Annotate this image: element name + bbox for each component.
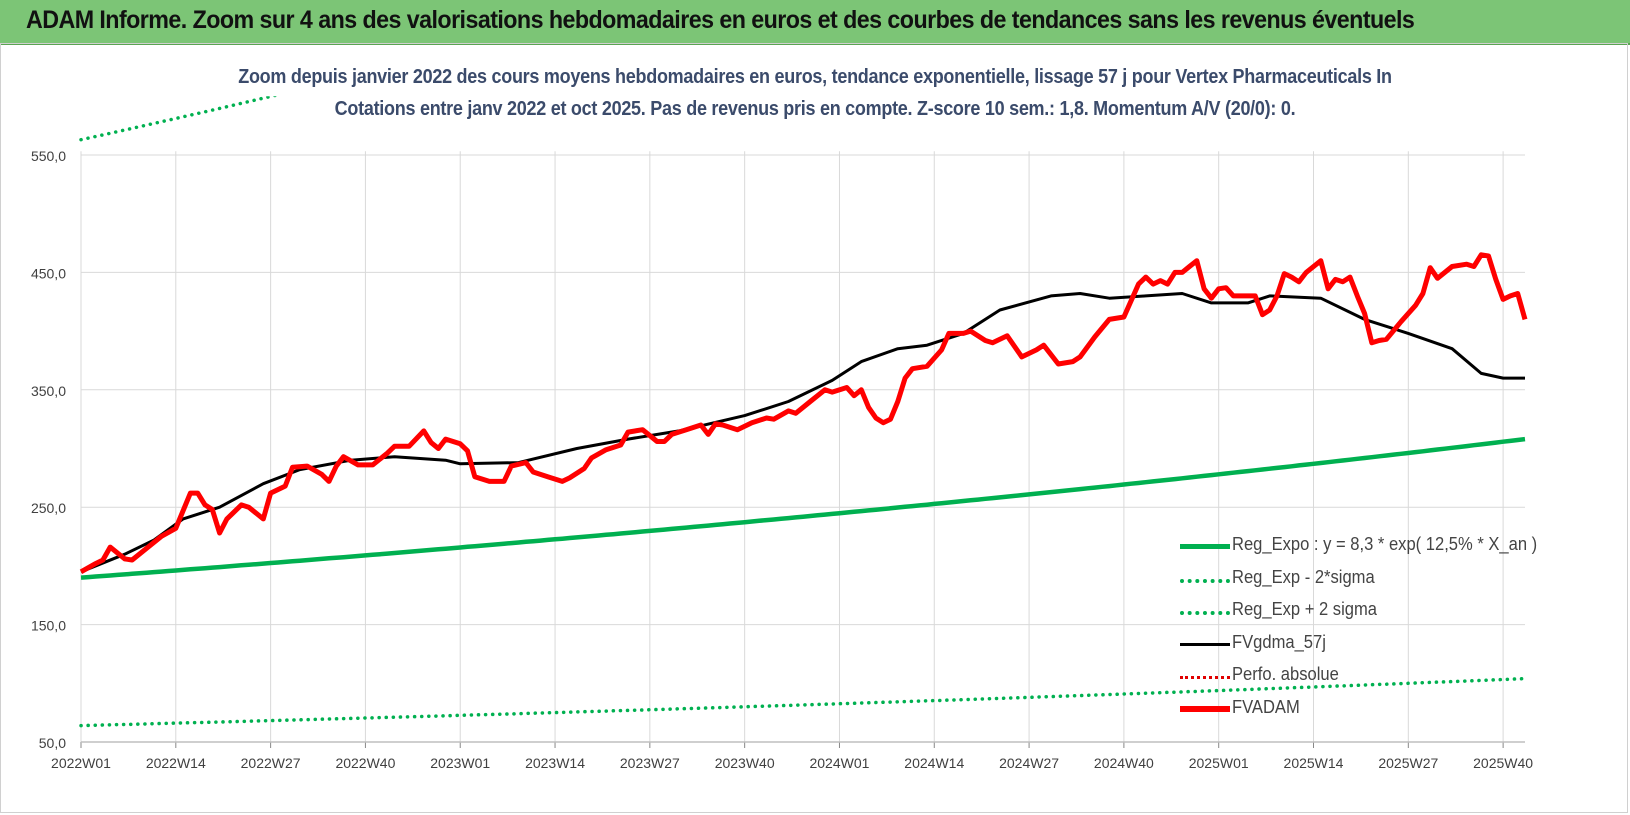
- x-tick-label: 2025W27: [1378, 755, 1438, 771]
- legend-item-reg-exp-minus: Reg_Exp - 2*sigma: [1180, 566, 1560, 599]
- x-tick-label: 2025W14: [1284, 755, 1344, 771]
- legend-item-fvgdma: FVgdma_57j: [1180, 631, 1560, 664]
- legend-label-reg-expo: Reg_Expo : y = 8,3 * exp( 12,5% * X_an ): [1232, 534, 1538, 554]
- x-tick-label: 2023W27: [620, 755, 680, 771]
- legend-label-reg-exp-plus: Reg_Exp + 2 sigma: [1232, 599, 1377, 619]
- legend-swatch-reg-exp-plus: [1180, 611, 1230, 615]
- series-reg-exp-minus-2sigma: [79, 676, 1527, 728]
- y-tick-label: 450,0: [31, 265, 66, 281]
- y-tick-label: 50,0: [39, 735, 66, 751]
- report-title: ADAM Informe. Zoom sur 4 ans des valoris…: [26, 6, 1415, 34]
- legend-label-fvgdma: FVgdma_57j: [1232, 631, 1326, 652]
- x-tick-label: 2022W14: [146, 755, 206, 771]
- legend-item-reg-expo: Reg_Expo : y = 8,3 * exp( 12,5% * X_an ): [1180, 533, 1560, 566]
- y-tick-label: 250,0: [31, 500, 66, 516]
- x-tick-label: 2022W40: [335, 755, 395, 771]
- legend-label-reg-exp-minus: Reg_Exp - 2*sigma: [1232, 566, 1375, 587]
- x-tick-label: 2024W01: [809, 755, 869, 771]
- y-tick-label: 350,0: [31, 383, 66, 399]
- x-tick-label: 2024W14: [904, 755, 964, 771]
- legend-label-perfo: Perfo. absolue: [1232, 664, 1339, 684]
- x-tick-label: 2022W01: [51, 755, 111, 771]
- x-tick-label: 2022W27: [241, 755, 301, 771]
- legend-item-fvadam: FVADAM: [1180, 696, 1560, 729]
- x-tick-label: 2023W14: [525, 755, 585, 771]
- chart-legend: Reg_Expo : y = 8,3 * exp( 12,5% * X_an )…: [1180, 533, 1560, 728]
- legend-swatch-reg-exp-minus: [1180, 578, 1230, 583]
- series-reg-expo: [80, 436, 1526, 580]
- report-banner: ADAM Informe. Zoom sur 4 ans des valoris…: [0, 0, 1630, 45]
- legend-item-reg-exp-plus: Reg_Exp + 2 sigma: [1180, 598, 1560, 631]
- legend-item-perfo: Perfo. absolue: [1180, 663, 1560, 696]
- series-fvadam: [79, 252, 1528, 574]
- x-tick-label: 2023W01: [430, 755, 490, 771]
- series-fvgdma-57j: [80, 292, 1525, 574]
- chart-frame: [0, 43, 1628, 813]
- chart-subtitle: Cotations entre janv 2022 et oct 2025. P…: [334, 98, 1296, 120]
- series-reg-exp-plus-2sigma: [79, 96, 280, 142]
- x-tick-label: 2024W40: [1094, 755, 1154, 771]
- legend-label-fvadam: FVADAM: [1232, 696, 1300, 717]
- x-tick-label: 2025W40: [1473, 755, 1533, 771]
- y-tick-label: 550,0: [31, 148, 66, 164]
- chart-title: Zoom depuis janvier 2022 des cours moyen…: [238, 66, 1392, 88]
- legend-swatch-reg-expo: [1180, 544, 1230, 549]
- x-tick-label: 2025W01: [1189, 755, 1249, 771]
- x-tick-label: 2023W40: [715, 755, 775, 771]
- legend-swatch-fvgdma: [1180, 642, 1230, 646]
- y-tick-label: 150,0: [31, 618, 66, 634]
- legend-swatch-fvadam: [1180, 705, 1230, 712]
- x-tick-label: 2024W27: [999, 755, 1059, 771]
- legend-swatch-perfo: [1180, 676, 1230, 679]
